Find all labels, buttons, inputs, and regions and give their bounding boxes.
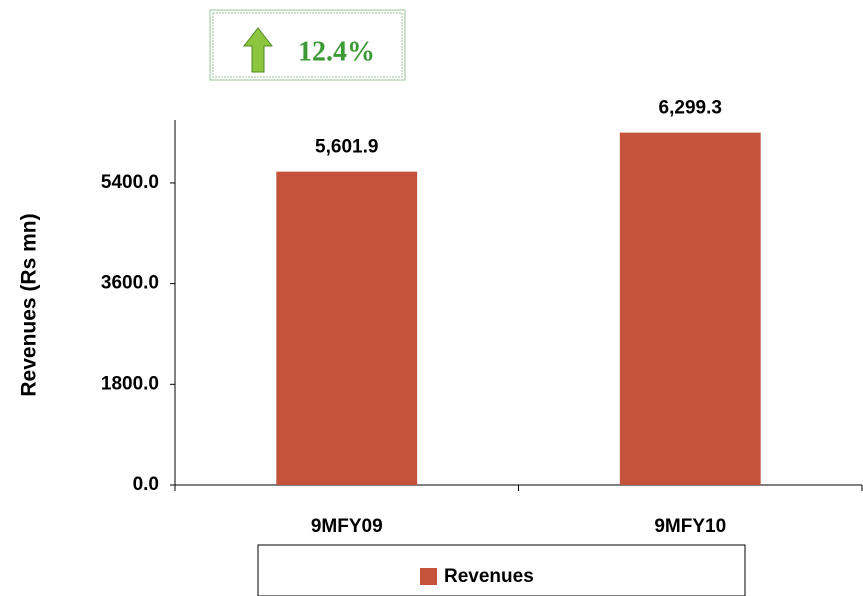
y-tick-label: 5400.0 — [101, 172, 159, 193]
annotation-box: 12.4% — [209, 9, 406, 81]
bar — [276, 171, 418, 485]
up-arrow — [242, 27, 274, 73]
y-tick-label: 0.0 — [133, 474, 159, 495]
legend-swatch — [420, 568, 437, 585]
data-label: 5,601.9 — [315, 137, 378, 158]
y-tick-label: 1800.0 — [101, 373, 159, 394]
bar — [619, 132, 761, 486]
x-tick-label: 9MFY09 — [311, 516, 383, 537]
legend-box — [257, 544, 746, 596]
legend-label: Revenues — [444, 566, 534, 587]
y-axis-title: Revenues (Rs mn) — [18, 213, 41, 396]
x-tick-label: 9MFY10 — [654, 516, 726, 537]
annotation-text: 12.4% — [298, 36, 375, 67]
data-label: 6,299.3 — [659, 98, 722, 119]
y-tick-label: 3600.0 — [101, 273, 159, 294]
